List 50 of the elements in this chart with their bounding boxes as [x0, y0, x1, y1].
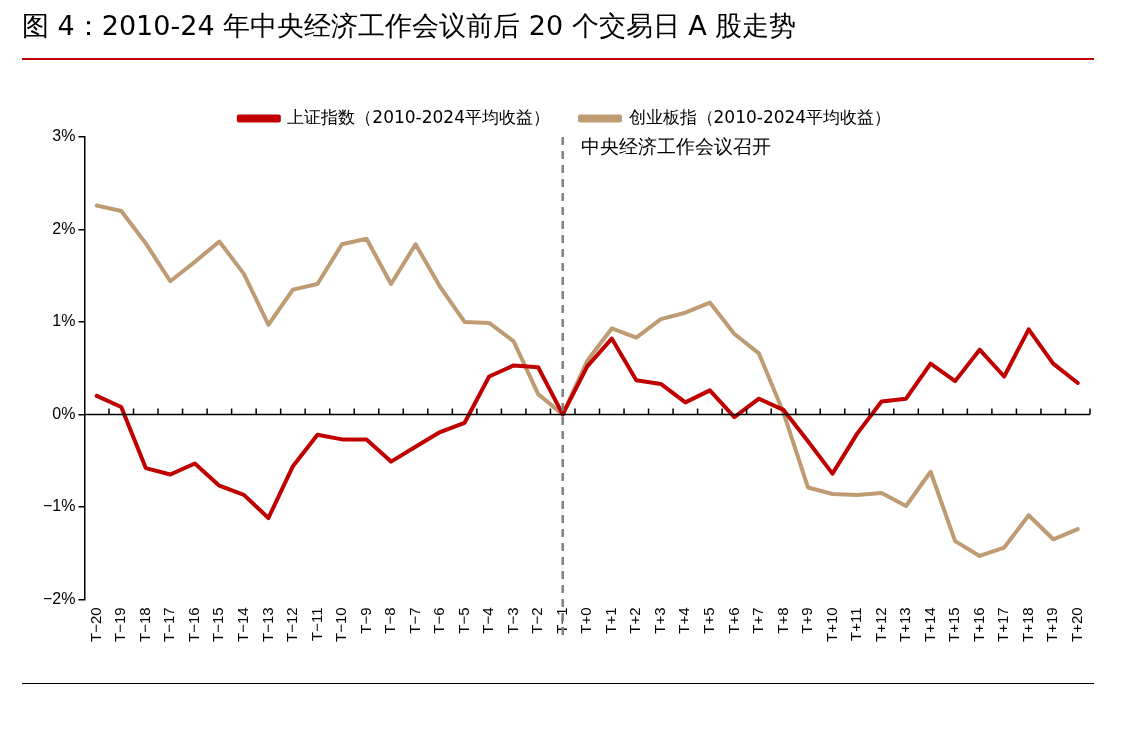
x-tick-label: T+10	[822, 607, 840, 642]
x-tick-label: T+7	[749, 607, 767, 634]
x-tick-label: T+6	[724, 607, 742, 634]
x-tick-label: T−14	[234, 607, 252, 642]
ref-line-label: 中央经济工作会议召开	[580, 135, 771, 158]
legend-label: 上证指数（2010-2024平均收益）	[287, 106, 551, 127]
x-tick-label: T−15	[209, 607, 227, 642]
x-tick-label: T−19	[111, 607, 129, 642]
x-tick-label: T+8	[773, 607, 791, 634]
y-tick-label: 1%	[52, 312, 76, 330]
x-tick-label: T+12	[871, 607, 889, 642]
y-tick-label: −1%	[43, 497, 76, 515]
x-tick-label: T+4	[675, 607, 693, 634]
y-tick-label: 2%	[52, 219, 76, 237]
x-tick-label: T+0	[577, 607, 595, 634]
x-tick-label: T−18	[135, 607, 153, 642]
x-tick-label: T+14	[920, 607, 938, 642]
x-tick-label: T+11	[847, 607, 865, 641]
x-tick-label: T+1	[601, 607, 619, 634]
x-tick-label: T−8	[381, 607, 399, 634]
x-tick-label: T−11	[307, 607, 325, 641]
y-tick-label: 0%	[52, 404, 76, 422]
chart-title: 图 4：2010-24 年中央经济工作会议前后 20 个交易日 A 股走势	[22, 9, 797, 43]
legend-label: 创业板指（2010-2024平均收益）	[628, 106, 892, 127]
x-tick-label: T−20	[86, 607, 104, 642]
x-tick-label: T+2	[626, 607, 644, 634]
x-tick-label: T−16	[184, 607, 202, 642]
x-tick-label: T−3	[503, 607, 521, 634]
y-tick-label: 3%	[52, 127, 76, 145]
x-tick-label: T−7	[405, 607, 423, 634]
x-tick-label: T−17	[160, 607, 178, 642]
x-tick-label: T−10	[332, 607, 350, 642]
x-tick-label: T−12	[283, 607, 301, 642]
x-tick-label: T−2	[528, 607, 546, 634]
x-tick-label: T+5	[700, 607, 717, 634]
x-tick-label: T+9	[798, 607, 816, 634]
x-tick-label: T−9	[356, 607, 374, 634]
x-tick-label: T−6	[430, 607, 448, 634]
x-tick-label: T−13	[258, 607, 276, 642]
y-tick-label: −2%	[43, 589, 76, 607]
x-tick-label: T−4	[479, 607, 497, 634]
x-tick-label: T+18	[1018, 607, 1036, 642]
x-tick-label: T+13	[896, 607, 914, 642]
x-tick-label: T+15	[945, 607, 963, 642]
x-tick-label: T−5	[454, 607, 472, 634]
x-tick-label: T+19	[1043, 607, 1061, 642]
x-tick-label: T+20	[1067, 607, 1085, 642]
x-tick-label: T+3	[650, 607, 668, 634]
x-tick-label: T+16	[969, 607, 987, 642]
x-tick-label: T+17	[994, 607, 1012, 642]
